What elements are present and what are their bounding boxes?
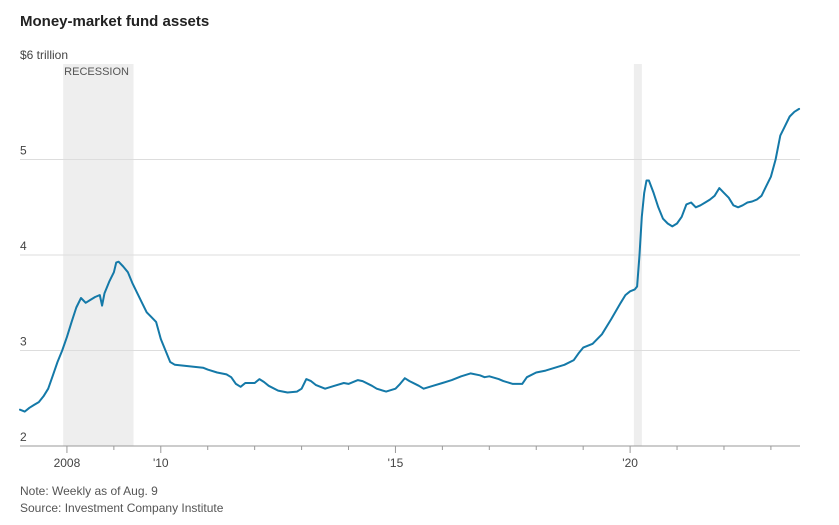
source-text: Source: Investment Company Institute xyxy=(20,501,224,515)
y-tick-label: $6 trillion xyxy=(20,48,68,62)
gridlines xyxy=(20,159,800,351)
series-lines xyxy=(19,107,801,413)
series-line xyxy=(19,107,801,413)
chart-title: Money-market fund assets xyxy=(20,13,210,30)
x-tick-label: '20 xyxy=(622,456,638,470)
x-tick-label: 2008 xyxy=(54,456,81,470)
x-tick-label: '15 xyxy=(388,456,404,470)
x-tick-label: '10 xyxy=(153,456,169,470)
x-axis: 2008 '10 '15 '20 xyxy=(20,445,800,470)
chart-notes: Note: Weekly as of Aug. 9 Source: Invest… xyxy=(20,483,223,517)
y-tick-label: 2 xyxy=(20,430,27,444)
y-tick-label: 3 xyxy=(20,335,27,349)
note-text: Note: Weekly as of Aug. 9 xyxy=(20,484,158,498)
y-tick-label: 5 xyxy=(20,144,27,158)
y-axis-ticks: $6 trillion 5 4 3 2 xyxy=(20,48,68,444)
recession-label: RECESSION xyxy=(64,66,129,78)
line-chart: RECESSION $6 trillion 5 4 3 2 2008 '10 '15 '20 xyxy=(19,48,801,470)
y-tick-label: 4 xyxy=(20,239,27,253)
